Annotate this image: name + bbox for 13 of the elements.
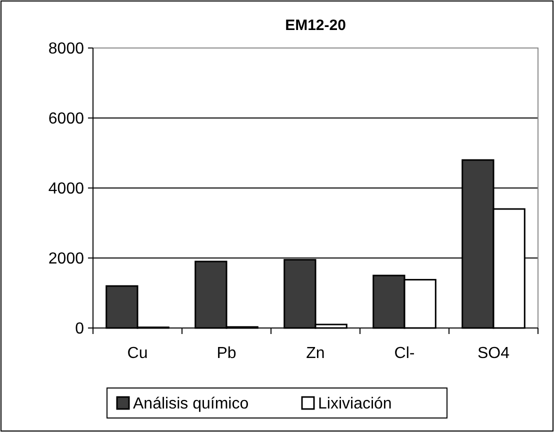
x-tick-label: Cu (127, 345, 148, 362)
legend-label: Lixiviación (318, 396, 392, 413)
y-tick-label: 4000 (48, 180, 84, 198)
y-tick-label: 6000 (48, 110, 84, 128)
x-tick-label: Pb (216, 345, 236, 362)
x-tick-label: Zn (306, 345, 325, 362)
chart-title: EM12-20 (285, 17, 346, 34)
y-tick-label: 8000 (48, 40, 84, 58)
legend-label: Análisis químico (133, 396, 249, 413)
y-tick-label: 0 (75, 320, 84, 338)
x-tick-label: SO4 (477, 345, 510, 362)
x-tick-label: Cl- (394, 345, 415, 362)
y-tick-label: 2000 (48, 250, 84, 268)
